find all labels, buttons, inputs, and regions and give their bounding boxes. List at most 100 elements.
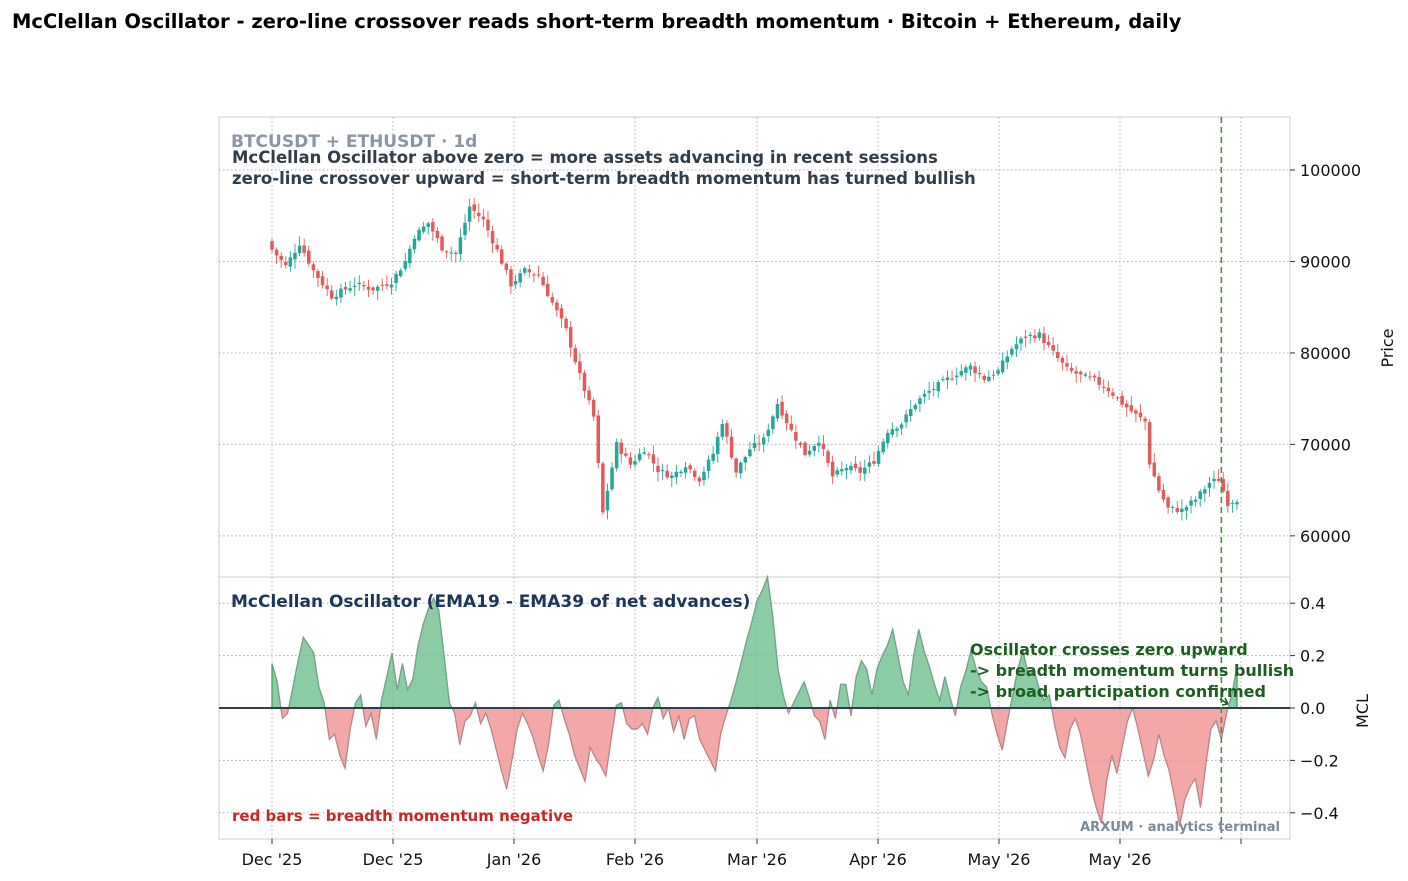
- candle-body: [605, 490, 610, 511]
- candle-body: [293, 252, 297, 260]
- candle-body: [1000, 360, 1005, 373]
- candle-body: [1184, 507, 1189, 511]
- candle-body: [1226, 490, 1230, 507]
- candle-body: [307, 250, 311, 264]
- candle-body: [559, 308, 564, 319]
- candle-body: [886, 432, 890, 444]
- candle-body: [1157, 476, 1161, 491]
- candle-body: [954, 375, 959, 378]
- x-tick-label: Jan '26: [486, 850, 542, 869]
- candle-body: [573, 348, 578, 362]
- candle-body: [1083, 374, 1088, 376]
- candle-body: [1230, 503, 1235, 505]
- candle-body: [863, 467, 867, 474]
- candle-body: [522, 268, 527, 273]
- candle-body: [614, 441, 619, 469]
- candle-body: [513, 281, 518, 285]
- candle-body: [913, 404, 918, 410]
- candle-body: [444, 251, 449, 253]
- candle-body: [440, 236, 444, 251]
- candle-body: [991, 374, 996, 376]
- candle-body: [642, 452, 646, 454]
- candle-body: [274, 249, 279, 256]
- price-note-line-1: McClellan Oscillator above zero = more a…: [232, 148, 938, 167]
- candle-body: [398, 270, 403, 276]
- candle-body: [872, 461, 876, 464]
- candle-body: [688, 465, 692, 470]
- candle-body: [651, 454, 656, 464]
- candle-body: [725, 423, 729, 437]
- candle-body: [1138, 412, 1143, 418]
- candle-body: [490, 230, 495, 244]
- candle-body: [334, 296, 339, 299]
- candle-body: [481, 216, 486, 220]
- candle-body: [890, 429, 895, 435]
- price-y-tick-label: 60000: [1300, 527, 1351, 546]
- candle-body: [794, 432, 798, 441]
- price-y-tick-label: 90000: [1300, 252, 1351, 271]
- candle-body: [982, 375, 987, 380]
- price-axis-label: Price: [1378, 328, 1397, 367]
- candle-body: [545, 283, 550, 296]
- candle-body: [987, 376, 991, 381]
- candle-body: [536, 274, 541, 276]
- candle-body: [601, 463, 605, 513]
- candle-body: [1106, 387, 1111, 392]
- x-tick-label: Feb '26: [606, 850, 664, 869]
- candle-body: [844, 467, 849, 471]
- annotation-line-2: -> breadth momentum turns bullish: [970, 661, 1294, 680]
- x-tick-label: May '26: [968, 850, 1031, 869]
- candle-body: [821, 443, 826, 450]
- candle-body: [1147, 422, 1152, 465]
- candle-body: [1161, 489, 1166, 500]
- candle-body: [380, 284, 385, 286]
- oscillator-axis-label: MCL: [1353, 694, 1372, 728]
- chart-title: McClellan Oscillator - zero-line crossov…: [12, 10, 1182, 33]
- candle-body: [803, 442, 807, 455]
- candle-body: [339, 288, 343, 298]
- candle-body: [899, 424, 904, 429]
- grid: [219, 117, 1290, 839]
- candle-body: [329, 290, 334, 299]
- candle-body: [918, 398, 922, 405]
- candle-body: [1129, 405, 1134, 412]
- candle-body: [807, 450, 812, 455]
- candle-body: [908, 409, 913, 417]
- candle-body: [408, 248, 412, 264]
- candle-body: [950, 378, 954, 380]
- candle-body: [297, 245, 302, 254]
- candle-body: [541, 276, 545, 285]
- candle-body: [555, 302, 559, 311]
- candle-body: [904, 414, 908, 423]
- candle-body: [679, 471, 683, 473]
- candle-body: [706, 459, 711, 472]
- candle-body: [959, 371, 964, 376]
- candle-body: [711, 453, 715, 461]
- candle-body: [840, 469, 844, 472]
- candle-body: [518, 273, 522, 283]
- candle-body: [1166, 497, 1170, 508]
- candle-body: [371, 287, 375, 291]
- candle-body: [1120, 395, 1124, 405]
- osc-y-tick-label: 0.2: [1300, 647, 1325, 666]
- candle-body: [591, 399, 596, 417]
- osc-y-tick-label: 0.4: [1300, 594, 1325, 613]
- candle-body: [389, 284, 394, 288]
- candle-body: [1028, 334, 1032, 336]
- candle-body: [1180, 508, 1184, 512]
- candle-body: [858, 467, 862, 473]
- candle-body: [467, 206, 472, 222]
- candle-body: [628, 457, 633, 465]
- candle-body: [1198, 491, 1202, 500]
- candle-body: [1115, 397, 1120, 399]
- x-tick-label: Mar '26: [727, 850, 787, 869]
- candle-body: [288, 257, 293, 267]
- oscillator-series: [219, 117, 1290, 839]
- candle-body: [1074, 371, 1078, 374]
- oscillator-title: McClellan Oscillator (EMA19 - EMA39 of n…: [231, 592, 750, 612]
- candle-body: [403, 261, 408, 269]
- candle-body: [715, 436, 720, 455]
- candle-body: [458, 237, 463, 255]
- candle-body: [738, 462, 743, 474]
